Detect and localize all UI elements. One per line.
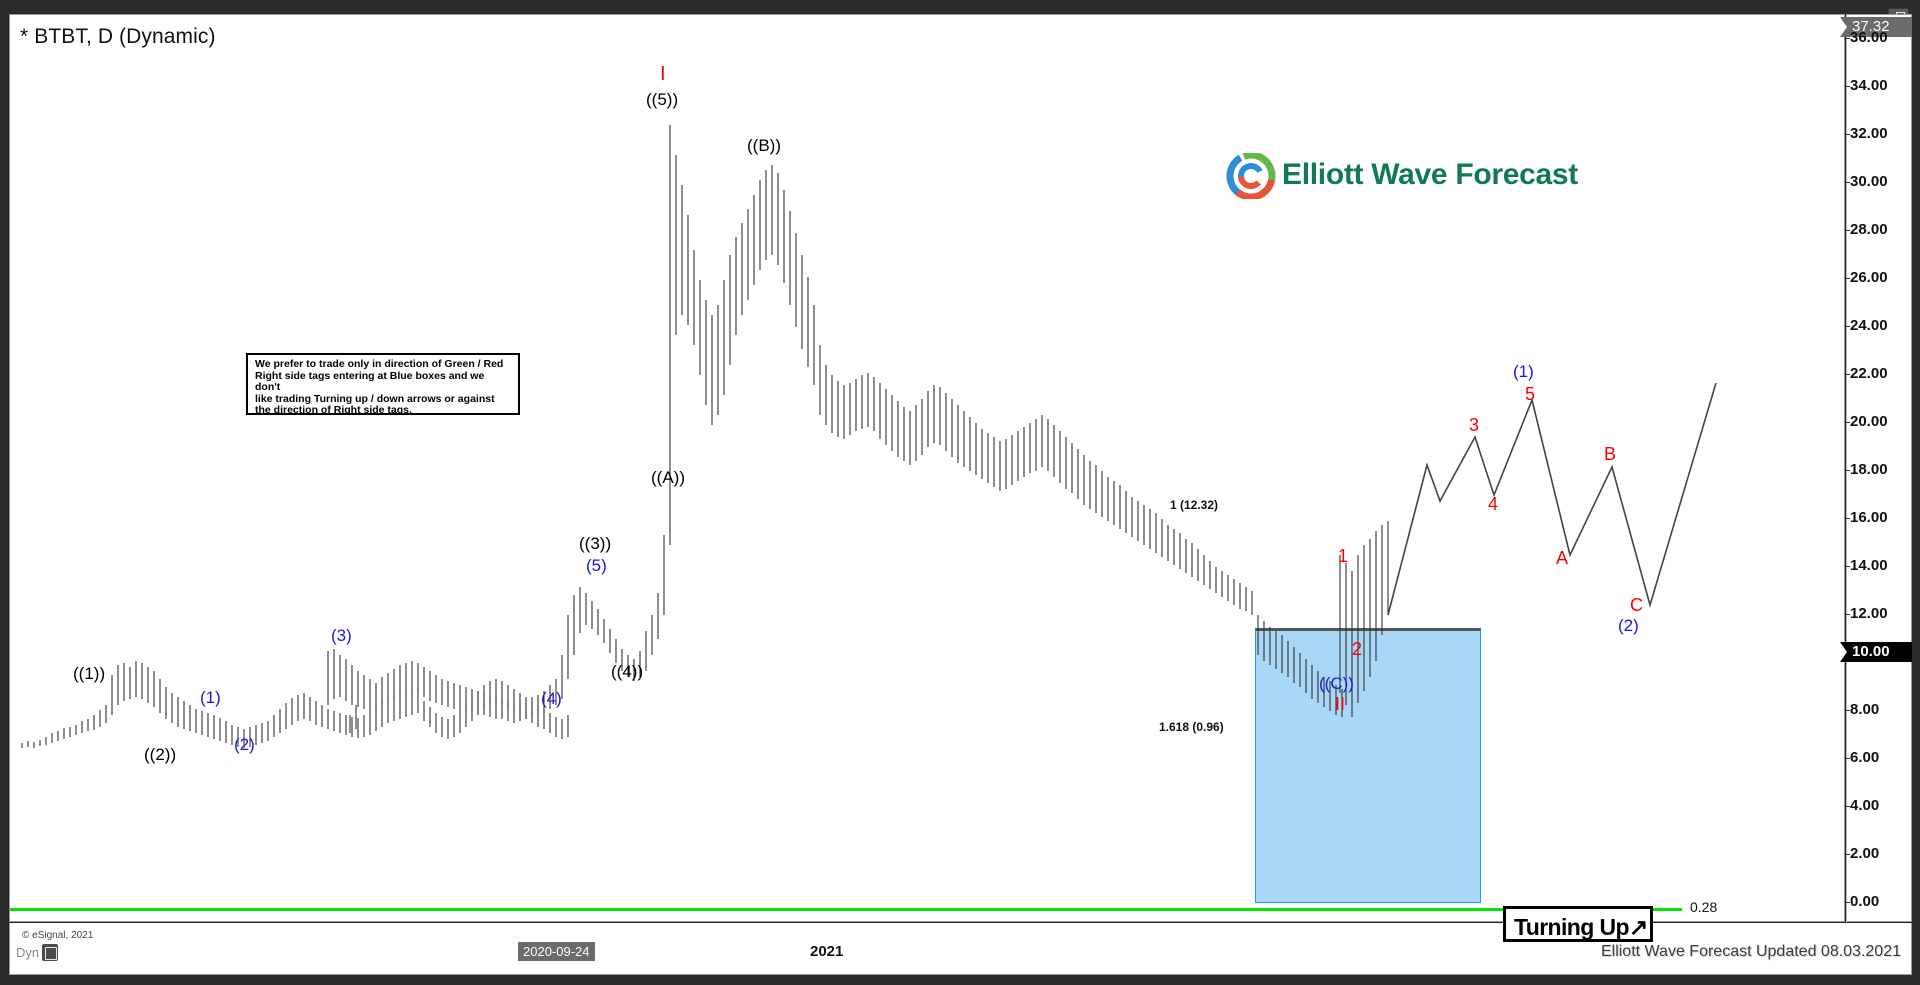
wave-label-2-paren: (2): [234, 735, 255, 754]
wave-label-5-red: 5: [1525, 384, 1536, 404]
price-series: [21, 125, 1717, 748]
updated-footer-text: Elliott Wave Forecast Updated 08.03.2021: [1600, 943, 1901, 960]
page-title: * BTBT, D (Dynamic): [20, 25, 216, 48]
wave-label-C-bracket: ((C)): [1319, 674, 1354, 693]
wave-label-2-paren-proj: (2): [1618, 616, 1639, 635]
time-tick-2021: 2021: [810, 943, 844, 960]
wave-label-B: ((B)): [747, 136, 781, 155]
time-tick-2020-09-24: 2020-09-24: [518, 942, 595, 961]
price-tick-32: 32.00: [1846, 125, 1888, 142]
fib-upper-label: 1 (12.32): [1170, 498, 1219, 512]
chart-plot-area[interactable]: * BTBT, D (Dynamic) We prefer to trade o…: [9, 14, 1845, 922]
window-left-border: [0, 0, 8, 985]
brand-logo-text: Elliott Wave Forecast: [1282, 158, 1579, 191]
price-tick-8: 8.00: [1845, 701, 1880, 718]
brand-logo: Elliott Wave Forecast: [1226, 151, 1578, 201]
support-level-line: [10, 908, 1682, 911]
wave-label-2-red: 2: [1352, 639, 1363, 659]
price-tick-2: 2.00: [1845, 845, 1880, 862]
dynamic-chart-icon[interactable]: [42, 944, 58, 961]
wave-label-3-bracket: ((3)): [579, 534, 612, 553]
price-tick-24: 24.00: [1846, 317, 1888, 334]
price-tick-22: 22.00: [1846, 365, 1888, 382]
turning-up-text: Turning Up: [1514, 914, 1630, 940]
wave-label-2-bracket: ((2)): [144, 745, 177, 764]
price-tag-high: 37.32: [1840, 17, 1912, 37]
wave-label-A: ((A)): [651, 468, 685, 487]
price-tick-30: 30.00: [1846, 173, 1888, 190]
window-bottom-border: [0, 975, 1920, 985]
wave-label-A-red: A: [1556, 548, 1569, 568]
support-level-value: 0.28: [1690, 899, 1718, 915]
wave-label-1-red: 1: [1338, 546, 1349, 566]
turning-up-arrow-icon: ↗: [1628, 914, 1648, 940]
price-axis-line: [1846, 15, 1847, 923]
price-tick-20: 20.00: [1846, 413, 1888, 430]
fib-lower-label: 1.618 (0.96): [1159, 720, 1224, 734]
note-line-2: Right side tags entering at Blue boxes a…: [255, 369, 485, 394]
price-tick-16: 16.00: [1846, 509, 1888, 526]
wave-label-4-red: 4: [1488, 494, 1499, 514]
status-badge-turning-up[interactable]: Turning Up↗: [1503, 906, 1653, 942]
wave-label-4-paren: (4): [541, 689, 562, 708]
price-axis[interactable]: 37.32 36.00 34.00 32.00 30.00 28.00 26.0…: [1840, 14, 1912, 923]
trading-rules-note: We prefer to trade only in direction of …: [246, 353, 520, 417]
wave-label-5-bracket: ((5)): [646, 90, 679, 109]
wave-label-5-paren: (5): [586, 556, 607, 575]
wave-label-3-paren: (3): [331, 626, 352, 645]
wave-label-II: II: [1335, 694, 1346, 714]
price-tick-18: 18.00: [1846, 461, 1888, 478]
price-tick-28: 28.00: [1846, 221, 1888, 238]
wave-label-B-red: B: [1604, 444, 1617, 464]
price-tick-26: 26.00: [1846, 269, 1888, 286]
copyright-label: © eSignal, 2021: [22, 930, 94, 941]
wave-label-C-red: C: [1630, 595, 1643, 615]
note-line-4: the direction of Right side tags.: [255, 404, 412, 417]
price-tick-4: 4.00: [1845, 797, 1880, 814]
price-tag-last: 10.00: [1840, 642, 1912, 662]
wave-label-4-bracket: ((4)): [611, 662, 644, 681]
wave-label-1-paren-proj: (1): [1513, 362, 1534, 381]
wave-label-1-paren: (1): [200, 688, 221, 707]
fibonacci-blue-box: [1255, 628, 1481, 903]
turning-up-label: Turning Up↗: [1514, 914, 1648, 941]
wave-label-3-red: 3: [1469, 415, 1480, 435]
note-line-1: We prefer to trade only in direction of …: [255, 358, 504, 370]
price-tick-36: 36.00: [1846, 29, 1888, 46]
wave-label-1-bracket: ((1)): [73, 664, 106, 683]
price-tick-14: 14.00: [1846, 557, 1888, 574]
price-tick-0: 0.00: [1845, 893, 1880, 910]
price-tick-6: 6.00: [1845, 749, 1880, 766]
window-right-border: [1912, 0, 1920, 985]
price-tick-34: 34.00: [1846, 77, 1888, 94]
note-line-3: like trading Turning up / down arrows or…: [255, 392, 495, 405]
price-tick-12: 12.00: [1846, 605, 1888, 622]
wave-label-I: I: [660, 63, 666, 85]
dyn-label: Dyn: [16, 945, 40, 960]
window-titlebar: [0, 0, 1920, 14]
swirl-logo-icon: [1226, 151, 1276, 201]
